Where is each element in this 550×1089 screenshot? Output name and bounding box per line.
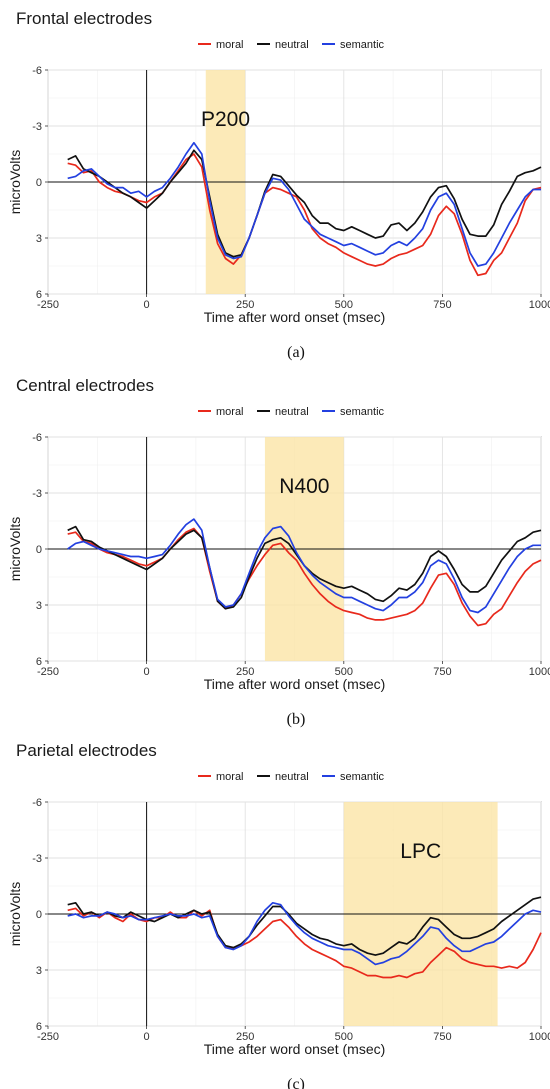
chart-panel: Parietal electrodes moral neutral semantic L… xyxy=(7,741,550,1089)
x-tick-label: 750 xyxy=(433,666,451,678)
x-tick-label: 500 xyxy=(335,299,353,311)
x-tick-label: 750 xyxy=(433,299,451,311)
series-line-moral xyxy=(67,527,542,627)
y-tick-label: -6 xyxy=(32,65,42,77)
x-tick-label: 1000 xyxy=(529,1031,550,1043)
window-label: LPC xyxy=(400,840,441,863)
y-tick-label: -6 xyxy=(32,797,42,809)
chart-title: Parietal electrodes xyxy=(16,741,157,760)
legend-entry: neutral xyxy=(275,39,309,51)
y-tick-label: 6 xyxy=(36,656,42,668)
y-tick-label: -6 xyxy=(32,432,42,444)
legend-entry: moral xyxy=(216,39,244,51)
legend-entry: moral xyxy=(216,771,244,783)
series-line-semantic xyxy=(67,518,541,614)
series-line-semantic xyxy=(67,141,541,267)
x-tick-label: -250 xyxy=(37,1031,59,1043)
x-tick-label: 500 xyxy=(335,666,353,678)
x-tick-label: 0 xyxy=(144,299,150,311)
chart-panel: Central electrodes moral neutral semantic N4… xyxy=(7,376,550,728)
y-tick-label: 0 xyxy=(36,177,42,189)
x-tick-label: 0 xyxy=(144,1031,150,1043)
x-axis-title: Time after word onset (msec) xyxy=(204,1041,386,1057)
figure-caption: (a) xyxy=(287,344,305,361)
y-tick-label: 6 xyxy=(36,289,42,301)
window-label: P200 xyxy=(201,108,250,131)
y-tick-label: -3 xyxy=(32,121,42,133)
legend-entry: semantic xyxy=(340,771,385,783)
chart-title: Central electrodes xyxy=(16,376,154,395)
series-line-neutral xyxy=(67,149,542,258)
x-tick-label: 750 xyxy=(433,1031,451,1043)
legend-entry: neutral xyxy=(275,406,309,418)
figure-caption: (b) xyxy=(287,711,306,728)
y-tick-label: 0 xyxy=(36,544,42,556)
y-tick-label: 3 xyxy=(36,233,42,245)
window-label: N400 xyxy=(279,475,329,498)
y-tick-label: -3 xyxy=(32,488,42,500)
y-tick-label: -3 xyxy=(32,853,42,865)
y-tick-label: 3 xyxy=(36,600,42,612)
x-tick-label: 250 xyxy=(236,299,254,311)
series-line-semantic xyxy=(67,901,542,966)
chart-panel: Frontal electrodes moral neutral semantic P2… xyxy=(7,9,550,361)
y-tick-label: 6 xyxy=(36,1021,42,1033)
y-axis-title: microVolts xyxy=(7,517,23,582)
chart-title: Frontal electrodes xyxy=(16,9,152,28)
figure-caption: (c) xyxy=(287,1076,305,1089)
y-tick-label: 0 xyxy=(36,909,42,921)
x-tick-label: 1000 xyxy=(529,666,550,678)
x-axis-title: Time after word onset (msec) xyxy=(204,309,386,325)
y-tick-label: 3 xyxy=(36,965,42,977)
x-tick-label: 1000 xyxy=(529,299,550,311)
x-tick-label: -250 xyxy=(37,299,59,311)
legend-entry: moral xyxy=(216,406,244,418)
x-tick-label: 250 xyxy=(236,666,254,678)
legend-entry: semantic xyxy=(340,406,385,418)
legend-entry: semantic xyxy=(340,39,385,51)
legend-entry: neutral xyxy=(275,771,309,783)
x-tick-label: 0 xyxy=(144,666,150,678)
x-axis-title: Time after word onset (msec) xyxy=(204,676,386,692)
x-tick-label: 250 xyxy=(236,1031,254,1043)
y-axis-title: microVolts xyxy=(7,150,23,215)
y-axis-title: microVolts xyxy=(7,882,23,947)
series-line-moral xyxy=(67,153,542,277)
x-tick-label: 500 xyxy=(335,1031,353,1043)
x-tick-label: -250 xyxy=(37,666,59,678)
series-line-moral xyxy=(67,907,542,979)
